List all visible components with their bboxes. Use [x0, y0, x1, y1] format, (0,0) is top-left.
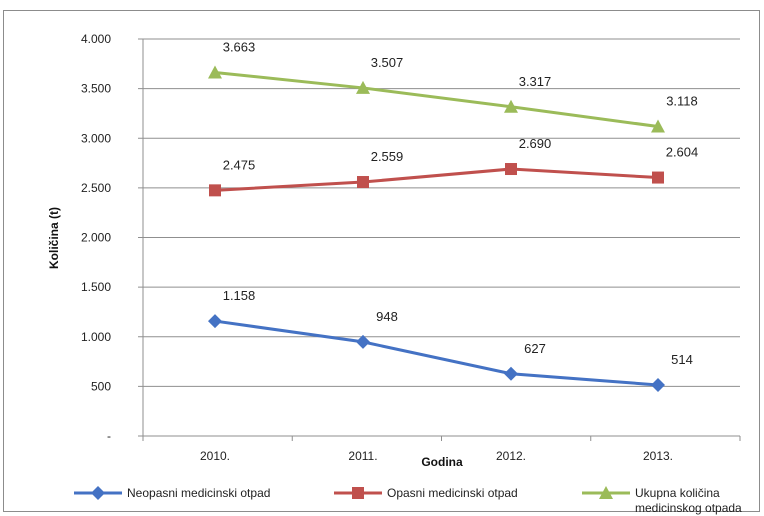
series-line	[214, 70, 659, 129]
data-point-square	[209, 184, 221, 197]
y-tick-label: 500	[91, 379, 111, 393]
series	[208, 65, 665, 392]
data-label: 627	[524, 341, 546, 356]
legend-label-line: medicinskog otpada	[635, 501, 742, 515]
legend-label-line: Neopasni medicinski otpad	[127, 486, 270, 500]
data-label: 3.507	[371, 55, 404, 70]
legend-label: Neopasni medicinski otpad	[127, 486, 270, 500]
y-tick-label: 1.000	[81, 330, 111, 344]
y-tick-label: 4.000	[81, 32, 111, 46]
data-point-diamond	[356, 334, 370, 349]
legend-label: Opasni medicinski otpad	[387, 486, 518, 500]
data-label: 514	[671, 352, 693, 367]
data-point-triangle	[651, 119, 665, 133]
data-label: 1.158	[223, 288, 256, 303]
series-line	[214, 319, 659, 387]
data-label: 2.475	[223, 157, 256, 172]
data-label: 3.118	[666, 94, 698, 109]
chart-frame	[3, 10, 760, 512]
data-point-diamond	[504, 366, 518, 381]
data-point-square	[357, 176, 369, 189]
y-tick-label: 3.000	[81, 131, 111, 145]
legend-marker	[91, 486, 105, 500]
y-tick-label: 2.500	[81, 181, 111, 195]
y-tick-label: 2.000	[81, 231, 111, 245]
x-tick-label: 2013.	[643, 449, 673, 463]
data-point-triangle	[208, 65, 222, 79]
series-line	[214, 167, 659, 192]
data-label: 3.663	[223, 39, 256, 54]
data-point-diamond	[651, 377, 665, 392]
data-labels: 1.158 948 627 514 2.475 2.559 2.690 2.604 3.663 3…	[223, 39, 699, 367]
gridlines	[143, 38, 740, 387]
legend-label-line: Ukupna količina	[635, 486, 720, 500]
data-point-triangle	[504, 99, 518, 113]
data-point-diamond	[208, 314, 222, 329]
axes: - 500 1.000 1.500 2.000 2.500 3.000 3.500 4.000 2…	[81, 32, 741, 463]
legend-marker	[599, 486, 613, 499]
legend-marker	[352, 487, 364, 499]
data-point-triangle	[356, 80, 370, 94]
x-tick-label: 2011.	[348, 449, 377, 463]
data-label: 2.559	[371, 149, 404, 164]
data-label: 2.690	[519, 136, 552, 151]
data-point-square	[652, 171, 664, 184]
legend-label: Ukupna količina medicinskog otpada	[635, 486, 742, 515]
y-tick-label: -	[107, 429, 111, 443]
data-label: 2.604	[666, 145, 699, 160]
y-tick-label: 1.500	[81, 280, 111, 294]
y-axis-title: Količina (t)	[47, 207, 61, 269]
data-label: 3.317	[519, 74, 552, 89]
x-tick-label: 2010.	[200, 449, 230, 463]
x-axis-title: Godina	[421, 455, 463, 469]
legend: Neopasni medicinski otpad Opasni medicins…	[74, 486, 742, 515]
y-tick-label: 3.500	[81, 82, 111, 96]
data-point-square	[505, 163, 517, 176]
legend-label-line: Opasni medicinski otpad	[387, 486, 518, 500]
x-tick-label: 2012.	[496, 449, 526, 463]
data-label: 948	[376, 309, 398, 324]
